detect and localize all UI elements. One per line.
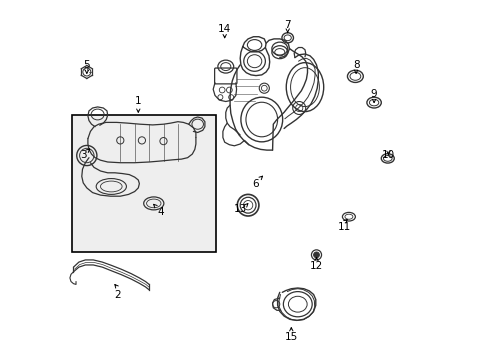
Bar bbox=[72, 115, 215, 252]
Text: 15: 15 bbox=[284, 332, 297, 342]
Text: 13: 13 bbox=[234, 204, 247, 214]
Text: 1: 1 bbox=[135, 96, 142, 106]
Text: 4: 4 bbox=[157, 207, 164, 217]
Text: 5: 5 bbox=[83, 60, 90, 70]
Text: 12: 12 bbox=[309, 261, 323, 271]
Text: 8: 8 bbox=[352, 60, 359, 70]
Text: 3: 3 bbox=[80, 150, 86, 160]
Text: 14: 14 bbox=[218, 24, 231, 34]
Text: 2: 2 bbox=[114, 290, 121, 300]
Text: 9: 9 bbox=[370, 89, 377, 99]
Text: 7: 7 bbox=[284, 20, 290, 30]
Text: 10: 10 bbox=[381, 150, 394, 160]
Text: 11: 11 bbox=[337, 222, 350, 232]
Text: 6: 6 bbox=[251, 179, 258, 189]
Circle shape bbox=[313, 252, 319, 258]
